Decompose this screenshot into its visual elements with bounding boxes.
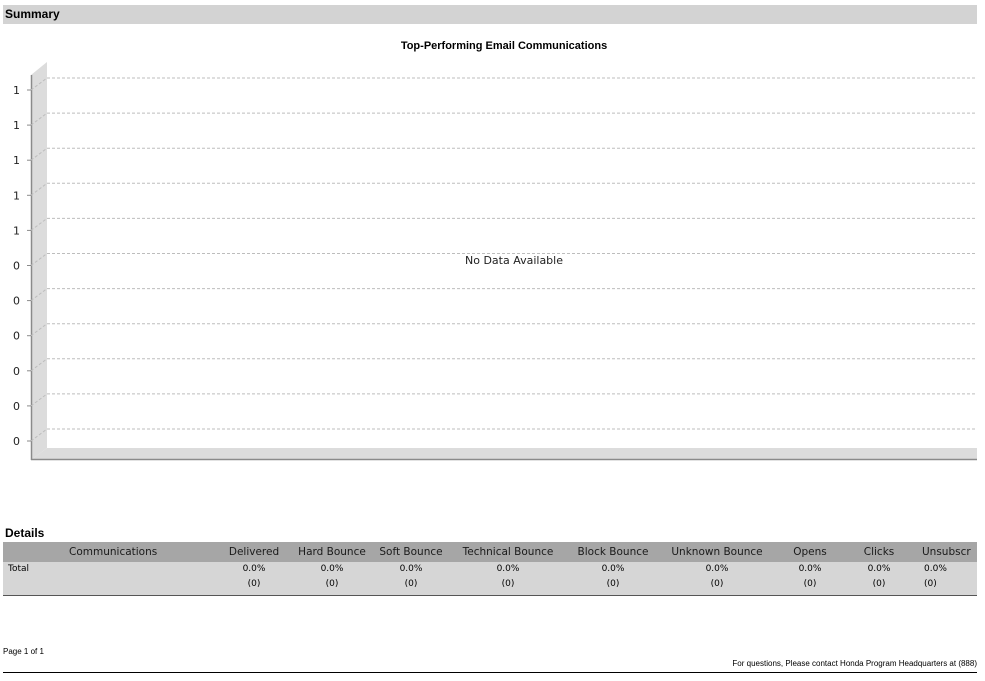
y-tick-label: 0 [13,295,20,308]
cell-count: (0) [606,579,620,589]
y-tick-label: 1 [13,84,20,97]
y-tick-label: 0 [13,400,20,413]
footer-contact: For questions, Please contact Honda Prog… [732,659,977,668]
col-header-communications[interactable]: Communications [3,542,218,562]
cell-percent: 0.0% [242,564,266,574]
col-header-unknown-bounce[interactable]: Unknown Bounce [658,542,776,562]
page-number: Page 1 of 1 [3,647,44,656]
cell-count: (0) [924,579,937,589]
chart-side-wall [31,62,47,460]
grid-line-diagonal [30,112,48,126]
cell-count: (0) [501,579,515,589]
y-tick-label: 1 [13,119,20,132]
cell-percent: 0.0% [924,564,947,574]
table-cell: 0.0% (0) [374,562,448,596]
y-tick-label: 0 [13,365,20,378]
cell-percent: 0.0% [320,564,344,574]
grid-line-diagonal [30,147,48,161]
grid-line-diagonal [30,428,48,442]
cell-percent: 0.0% [867,564,891,574]
table-cell: 0.0% (0) [658,562,776,596]
y-tick-label: 1 [13,189,20,202]
chart: 1 1 1 1 1 0 0 0 0 0 0 No Data Available [13,62,977,461]
y-tick-label: 1 [13,224,20,237]
y-tick-label: 0 [13,260,20,273]
col-header-soft-bounce[interactable]: Soft Bounce [374,542,448,562]
cell-percent: 0.0% [399,564,423,574]
cell-count: (0) [404,579,418,589]
col-header-hard-bounce[interactable]: Hard Bounce [290,542,374,562]
cell-count: (0) [710,579,724,589]
cell-percent: 0.0% [798,564,822,574]
col-header-technical-bounce[interactable]: Technical Bounce [448,542,568,562]
col-header-opens[interactable]: Opens [776,542,844,562]
grid-line-diagonal [30,393,48,407]
no-data-text: No Data Available [465,254,563,267]
col-header-clicks[interactable]: Clicks [844,542,914,562]
table-cell: 0.0% (0) [218,562,290,596]
grid-line-diagonal [30,182,48,196]
row-label: Total [8,564,30,574]
details-heading: Details [5,526,45,540]
grid-line-diagonal [30,77,48,91]
chart-floor [31,448,977,460]
summary-header: Summary [3,5,977,24]
col-header-unsubscribes[interactable]: Unsubscr [914,542,977,562]
col-header-delivered[interactable]: Delivered [218,542,290,562]
cell-count: (0) [247,579,261,589]
table-cell: 0.0% (0) [448,562,568,596]
cell-percent: 0.0% [601,564,625,574]
y-tick-label: 1 [13,154,20,167]
cell-percent: 0.0% [496,564,520,574]
table-row: Total 0.0% (0) 0.0% (0) 0.0% (0) 0.0% (0) 0.… [3,562,977,596]
cell-count: (0) [325,579,339,589]
grid-line-diagonal [30,253,48,266]
table-cell: 0.0% (0) [776,562,844,596]
chart-title: Top-Performing Email Communications [400,40,608,52]
footer-divider [3,672,977,673]
table-cell: 0.0% (0) [290,562,374,596]
cell-count: (0) [872,579,886,589]
table-cell: 0.0% (0) [914,562,977,596]
grid-line-diagonal [30,323,48,337]
row-label-cell: Total [3,562,218,596]
cell-count: (0) [803,579,817,589]
col-header-block-bounce[interactable]: Block Bounce [568,542,658,562]
y-tick-label: 0 [13,330,20,343]
y-tick-label: 0 [13,435,20,448]
grid-line-diagonal [30,217,48,231]
grid-line-diagonal [30,288,48,302]
table-cell: 0.0% (0) [844,562,914,596]
cell-percent: 0.0% [705,564,729,574]
details-table: Communications Delivered Hard Bounce Sof… [3,542,977,598]
table-cell: 0.0% (0) [568,562,658,596]
details-header-row: Communications Delivered Hard Bounce Sof… [3,542,977,562]
grid-line-diagonal [30,358,48,372]
